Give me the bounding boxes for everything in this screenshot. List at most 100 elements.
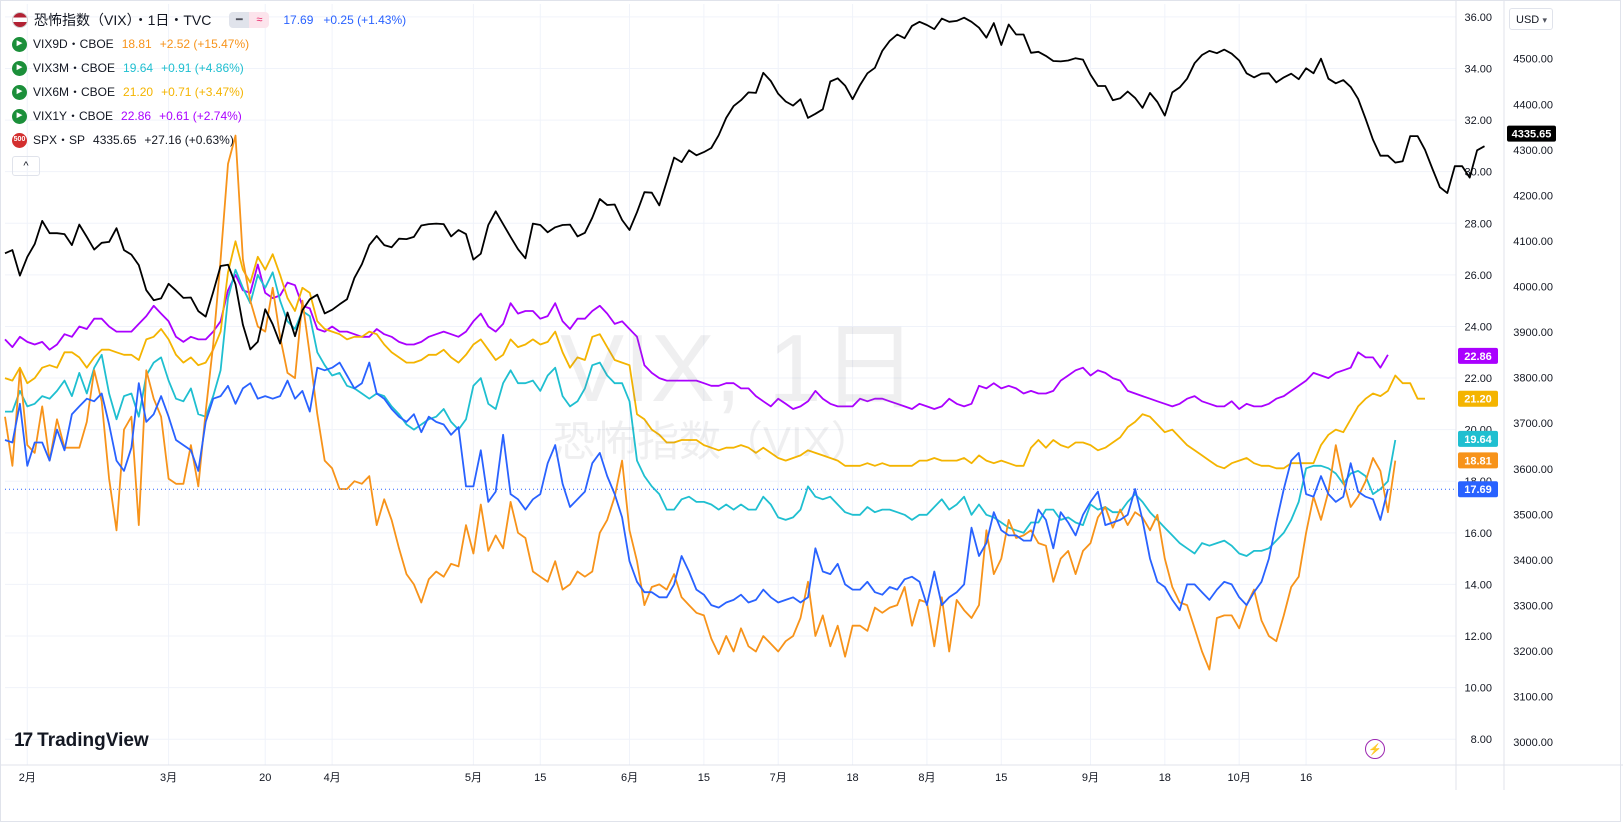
legend-row[interactable]: ▶ VIX6M・CBOE 21.20 +0.71 (+3.47%)	[12, 80, 406, 104]
legend-row[interactable]: 500 SPX・SP 4335.65 +27.16 (+0.63%)	[12, 128, 406, 152]
legend-series-value: 19.64	[123, 61, 154, 75]
x-tick-label: 15	[698, 772, 710, 784]
x-tick-label: 18	[846, 772, 858, 784]
y-tick-label-right: 4200.00	[1513, 190, 1553, 202]
y-tick-label-right: 3200.00	[1513, 646, 1553, 658]
legend-series-change: +27.16 (+0.63%)	[144, 133, 234, 147]
x-tick-label: 20	[259, 772, 271, 784]
currency-label: USD	[1516, 14, 1540, 26]
series-line-vix1y[interactable]	[4, 263, 1389, 410]
watermark-big: VIX, 1日	[560, 315, 918, 422]
collapse-legend-button[interactable]: ^	[12, 156, 40, 176]
legend-row[interactable]: ▶ VIX9D・CBOE 18.81 +2.52 (+15.47%)	[12, 32, 406, 56]
y-tick-label-left: 28.00	[1464, 218, 1492, 230]
last-value-badge-vix1y	[1458, 347, 1498, 364]
legend-row[interactable]: ▶ VIX3M・CBOE 19.64 +0.91 (+4.86%)	[12, 56, 406, 80]
y-tick-label-right: 3600.00	[1513, 464, 1553, 476]
x-tick-label: 16	[1300, 772, 1312, 784]
play-icon: ▶	[12, 84, 27, 100]
last-value-label-vix: 17.69	[1464, 484, 1492, 496]
x-tick-label: 7月	[770, 772, 787, 784]
y-tick-label-left: 34.00	[1464, 63, 1492, 75]
legend-series-list: ▶ VIX9D・CBOE 18.81 +2.52 (+15.47%) ▶ VIX3M・CB…	[12, 32, 406, 152]
series-line-vix[interactable]	[4, 361, 1389, 612]
y-tick-label-right: 3300.00	[1513, 601, 1553, 613]
y-tick-label-right: 3000.00	[1513, 737, 1553, 749]
last-value-label-vix6m: 21.20	[1464, 394, 1492, 406]
legend: 恐怖指数（VIX）・1日・TVC ━ ≈ 17.69 +0.25 (+1.43%…	[12, 8, 406, 177]
last-value-label-vix3m: 19.64	[1464, 434, 1492, 446]
last-value-badge-vix3m	[1458, 430, 1498, 447]
y-tick-label-left: 22.00	[1464, 373, 1492, 385]
last-value-label-vix1y: 22.86	[1464, 351, 1492, 363]
x-tick-label: 18	[1159, 772, 1171, 784]
series-line-vix3m[interactable]	[5, 268, 1397, 557]
y-tick-label-right: 4300.00	[1513, 145, 1553, 157]
last-value-label-vix9d: 18.81	[1464, 455, 1492, 467]
legend-series-value: 18.81	[121, 37, 152, 51]
legend-series-change: +0.61 (+2.74%)	[159, 109, 242, 123]
x-tick-label: 8月	[918, 772, 935, 784]
y-tick-label-right: 4100.00	[1513, 236, 1553, 248]
y-tick-label-right: 3500.00	[1513, 509, 1553, 521]
currency-selector[interactable]: USD ▾	[1509, 8, 1553, 30]
last-value-badge-spx	[1507, 125, 1556, 142]
series-buttons: ━ ≈	[229, 12, 270, 28]
x-tick-label: 4月	[324, 772, 341, 784]
y-tick-label-right: 4000.00	[1513, 282, 1553, 294]
x-tick-label: 9月	[1082, 772, 1099, 784]
legend-series-value: 22.86	[121, 109, 152, 123]
legend-series-value: 21.20	[123, 85, 154, 99]
lightning-icon[interactable]: ⚡	[1365, 739, 1385, 759]
legend-series-change: +2.52 (+15.47%)	[159, 37, 250, 51]
y-tick-label-left: 36.00	[1464, 12, 1492, 24]
main-symbol-title: 恐怖指数（VIX）・1日・TVC	[34, 12, 212, 28]
y-tick-label-right: 4400.00	[1513, 99, 1553, 111]
y-tick-label-right: 3400.00	[1513, 555, 1553, 567]
last-value-badge-vix6m	[1458, 390, 1498, 407]
y-tick-label-left: 16.00	[1464, 528, 1492, 540]
y-tick-label-right: 3100.00	[1513, 692, 1553, 704]
y-tick-label-right: 3900.00	[1513, 327, 1553, 339]
y-tick-label-left: 24.00	[1464, 321, 1492, 333]
y-tick-label-left: 8.00	[1471, 734, 1492, 746]
approx-button[interactable]: ≈	[249, 12, 270, 28]
x-tick-label: 3月	[160, 772, 177, 784]
legend-series-name: SPX・SP	[33, 133, 86, 147]
x-tick-label: 5月	[465, 772, 482, 784]
legend-series-value: 4335.65	[93, 133, 137, 147]
us-flag-icon	[12, 12, 28, 28]
last-value-badge-vix9d	[1458, 452, 1498, 469]
main-symbol-value: 17.69	[283, 13, 314, 27]
legend-row[interactable]: ▶ VIX1Y・CBOE 22.86 +0.61 (+2.74%)	[12, 104, 406, 128]
y-tick-label-left: 14.00	[1464, 579, 1492, 591]
series-line-vix9d[interactable]	[4, 134, 1397, 671]
legend-series-change: +0.71 (+3.47%)	[161, 85, 244, 99]
watermark-small: 恐怖指数（VIX）	[553, 418, 873, 465]
legend-series-name: VIX9D・CBOE	[33, 37, 114, 51]
tradingview-mark: 17	[14, 730, 33, 751]
main-symbol-change: +0.25 (+1.43%)	[323, 13, 407, 27]
last-value-badge-vix	[1458, 481, 1498, 498]
series-line-spx[interactable]	[4, 16, 1485, 351]
tradingview-name: TradingView	[37, 730, 149, 751]
play-icon: ▶	[12, 60, 27, 76]
y-tick-label-right: 4500.00	[1513, 54, 1553, 66]
y-tick-label-left: 32.00	[1464, 115, 1492, 127]
series-line-vix6m[interactable]	[4, 240, 1425, 470]
tradingview-logo[interactable]: 17 TradingView	[14, 730, 149, 752]
legend-series-name: VIX1Y・CBOE	[33, 109, 114, 123]
play-icon: ▶	[12, 108, 27, 124]
y-tick-label-left: 12.00	[1464, 631, 1492, 643]
last-value-label-spx: 4335.65	[1512, 129, 1552, 141]
legend-main-row[interactable]: 恐怖指数（VIX）・1日・TVC ━ ≈ 17.69 +0.25 (+1.43%…	[12, 8, 406, 32]
play-icon: ▶	[12, 36, 27, 52]
chevron-down-icon: ▾	[1542, 15, 1547, 25]
legend-series-change: +0.91 (+4.86%)	[161, 61, 244, 75]
legend-series-name: VIX6M・CBOE	[33, 85, 116, 99]
minus-button[interactable]: ━	[229, 12, 250, 28]
x-tick-label: 15	[995, 772, 1007, 784]
x-tick-label: 6月	[621, 772, 638, 784]
